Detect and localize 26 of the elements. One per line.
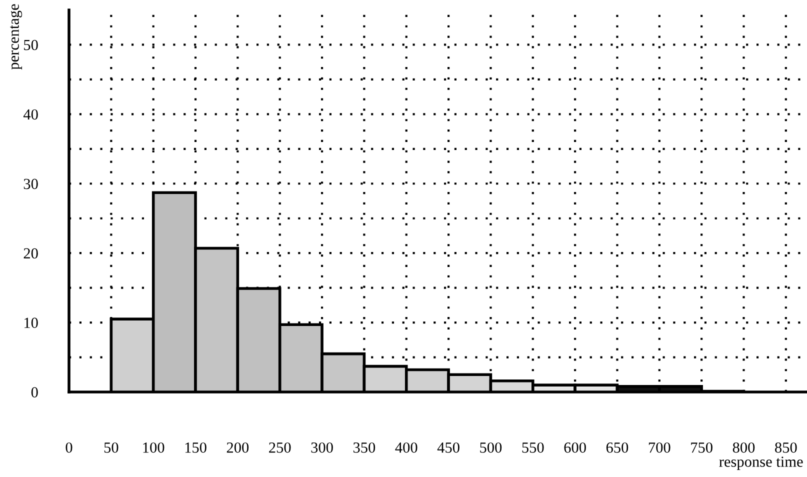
x-tick-label: 250 xyxy=(269,442,291,453)
x-tick-label: 400 xyxy=(395,442,418,453)
y-tick-label: 10 xyxy=(24,318,38,328)
x-tick-label: 150 xyxy=(185,442,206,453)
y-axis-title: percentage xyxy=(10,4,22,70)
x-tick-label: 700 xyxy=(648,442,670,453)
y-tick-label: 20 xyxy=(24,248,38,259)
y-tick-label: 50 xyxy=(24,40,38,50)
y-tick-label: 30 xyxy=(24,178,38,190)
x-tick-label: 450 xyxy=(437,442,460,453)
x-tick-label: 50 xyxy=(104,442,118,453)
x-tick-label: 0 xyxy=(66,442,72,453)
y-tick-label: 40 xyxy=(23,109,38,120)
x-tick-label: 600 xyxy=(564,442,586,453)
x-tick-label: 200 xyxy=(226,442,249,453)
x-tick-label: 550 xyxy=(522,442,544,453)
x-tick-label: 300 xyxy=(311,442,333,453)
x-tick-label: 350 xyxy=(353,442,376,453)
x-tick-label: 650 xyxy=(606,442,628,453)
x-tick-label: 800 xyxy=(732,442,755,453)
x-tick-label: 500 xyxy=(480,442,502,453)
x-axis-title: response time xyxy=(719,456,803,470)
x-tick-label: 750 xyxy=(691,442,712,453)
x-tick-label: 100 xyxy=(143,442,164,453)
y-tick-label: 0 xyxy=(31,387,38,398)
x-tick-label: 850 xyxy=(775,442,797,453)
